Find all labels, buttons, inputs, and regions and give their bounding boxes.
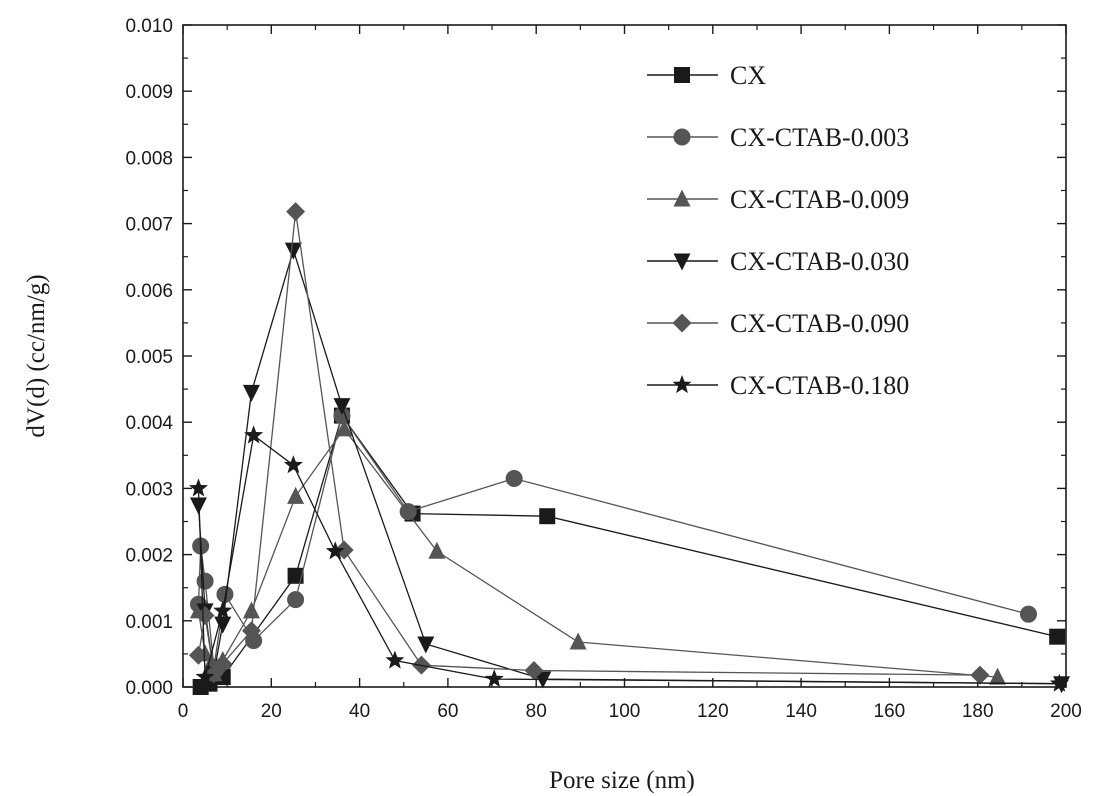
- series-cx-ctab-0-003: [189, 407, 1037, 676]
- data-point: [283, 455, 303, 474]
- legend: CX CX-CTAB-0.003 CX-CTAB-0.009 CX-CTAB-0.03…: [647, 61, 909, 400]
- legend-marker: [673, 253, 691, 271]
- x-tick-label: 140: [785, 701, 817, 722]
- legend-marker: [673, 128, 691, 146]
- data-point: [284, 242, 302, 260]
- data-point: [195, 667, 215, 686]
- data-point: [335, 419, 353, 437]
- data-point: [287, 567, 304, 584]
- legend-label: CX-CTAB-0.009: [730, 185, 909, 214]
- data-point: [189, 497, 207, 515]
- data-point: [286, 202, 306, 222]
- data-point: [539, 508, 556, 525]
- data-point: [214, 616, 232, 634]
- data-point: [569, 632, 587, 650]
- legend-marker: [673, 189, 691, 207]
- series-cx: [192, 407, 1066, 695]
- x-tick-label: 160: [874, 701, 906, 722]
- x-tick-label: 120: [697, 701, 729, 722]
- data-point: [1049, 628, 1066, 645]
- data-point: [242, 601, 260, 619]
- x-tick-label: 60: [437, 701, 458, 722]
- data-point: [417, 636, 435, 654]
- y-tick-label: 0.004: [125, 413, 173, 434]
- y-tick-label: 0.006: [125, 281, 173, 302]
- legend-label: CX-CTAB-0.003: [730, 123, 909, 152]
- legend-item: CX: [647, 61, 766, 90]
- y-tick-label: 0.000: [125, 678, 173, 699]
- series-layer: [188, 202, 1071, 695]
- data-point: [970, 665, 990, 685]
- data-point: [505, 469, 523, 487]
- data-point: [385, 650, 405, 669]
- y-tick-label: 0.001: [125, 612, 173, 633]
- legend-label: CX-CTAB-0.090: [730, 309, 909, 338]
- x-axis-ticks: 0 20 40 60 80 100 120 140 160 180 200: [178, 25, 1082, 722]
- series-line: [197, 211, 980, 676]
- legend-item: CX-CTAB-0.003: [647, 123, 909, 152]
- data-point: [213, 654, 233, 674]
- legend-label: CX-CTAB-0.180: [730, 371, 909, 400]
- plot-border: [182, 24, 1067, 688]
- data-point: [989, 667, 1007, 685]
- data-point: [325, 541, 345, 560]
- data-point: [1049, 673, 1069, 692]
- data-point: [213, 600, 233, 619]
- data-point: [484, 669, 504, 688]
- series-line: [197, 247, 1062, 685]
- series-cx-ctab-0-030: [189, 242, 1071, 694]
- x-tick-label: 80: [526, 701, 547, 722]
- legend-item: CX-CTAB-0.180: [647, 371, 909, 400]
- data-point: [241, 621, 261, 641]
- y-tick-label: 0.003: [125, 479, 173, 500]
- data-point: [242, 384, 260, 402]
- data-point: [188, 645, 208, 665]
- data-point: [244, 425, 264, 444]
- y-tick-label: 0.009: [125, 82, 173, 103]
- data-point: [287, 486, 305, 504]
- legend-label: CX-CTAB-0.030: [730, 247, 909, 276]
- y-tick-label: 0.010: [125, 16, 173, 37]
- data-point: [524, 660, 544, 680]
- series-cx-ctab-0-180: [188, 425, 1069, 692]
- data-point: [188, 478, 208, 497]
- x-tick-label: 40: [349, 701, 370, 722]
- x-axis-title: Pore size (nm): [549, 767, 695, 794]
- y-tick-label: 0.005: [125, 347, 173, 368]
- y-axis-title: dV(d) (cc/nm/g): [23, 274, 50, 437]
- y-tick-label: 0.008: [125, 148, 173, 169]
- x-tick-label: 180: [962, 701, 994, 722]
- data-point: [195, 606, 215, 626]
- y-axis-ticks: 0.000 0.001 0.002 0.003 0.004 0.005 0.006 0.007…: [125, 16, 1066, 699]
- y-tick-label: 0.007: [125, 215, 173, 236]
- series-cx-ctab-0-009: [189, 419, 1007, 685]
- legend-item: CX-CTAB-0.090: [647, 309, 909, 338]
- legend-marker: [672, 313, 692, 333]
- data-point: [1019, 605, 1037, 623]
- series-line: [197, 427, 998, 678]
- y-tick-label: 0.002: [125, 546, 173, 567]
- series-cx-ctab-0-090: [188, 202, 990, 685]
- x-tick-label: 0: [178, 701, 189, 722]
- data-point: [428, 541, 446, 559]
- series-line: [197, 414, 1029, 668]
- plot-frame: [182, 24, 1067, 688]
- x-tick-label: 20: [261, 701, 282, 722]
- legend-label: CX: [730, 61, 766, 90]
- data-point: [196, 572, 214, 590]
- legend-marker: [672, 375, 692, 394]
- x-tick-label: 100: [609, 701, 641, 722]
- legend-marker: [674, 67, 690, 83]
- legend-item: CX-CTAB-0.009: [647, 185, 909, 214]
- x-tick-label: 200: [1050, 701, 1082, 722]
- legend-item: CX-CTAB-0.030: [647, 247, 909, 276]
- data-point: [333, 398, 351, 416]
- data-point: [287, 591, 305, 609]
